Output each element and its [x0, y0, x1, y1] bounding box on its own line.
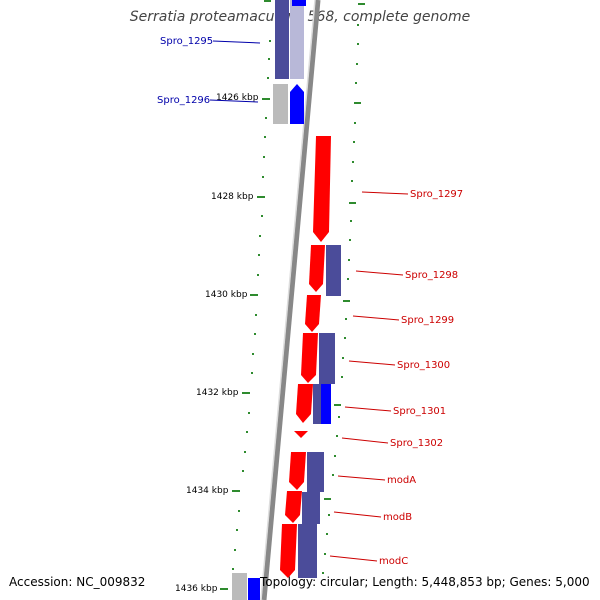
feature-spro-1302[interactable] — [294, 431, 308, 438]
gene-label-spro-1301[interactable]: Spro_1301 — [393, 406, 446, 417]
feature-spro-1296[interactable] — [273, 84, 304, 124]
genome-summary: Topology: circular; Length: 5,448,853 bp… — [260, 575, 590, 589]
gene-label-spro-1297[interactable]: Spro_1297 — [410, 189, 463, 200]
tick-label: 1428 kbp — [211, 192, 254, 202]
tick-label: 1426 kbp — [216, 93, 259, 103]
feature-spro-1301[interactable] — [296, 384, 331, 424]
feature-spro-1297[interactable] — [313, 136, 331, 242]
tick-label: 1432 kbp — [196, 388, 239, 398]
feature-spro-1298[interactable] — [309, 245, 341, 296]
gene-label-spro-1300[interactable]: Spro_1300 — [397, 360, 450, 371]
gene-label-modc[interactable]: modC — [379, 556, 408, 567]
feature-modc[interactable] — [280, 524, 317, 578]
outer-tick-ring — [322, 24, 359, 574]
gene-label-spro-1302[interactable]: Spro_1302 — [390, 438, 443, 449]
tick-label: 1430 kbp — [205, 290, 248, 300]
genome-backbone-highlight — [260, 0, 316, 600]
feature-moda[interactable] — [289, 452, 324, 492]
genome-backbone — [261, 0, 321, 600]
feature-next — [232, 573, 260, 600]
gene-label-modb[interactable]: modB — [383, 512, 412, 523]
gene-label-spro-1298[interactable]: Spro_1298 — [405, 270, 458, 281]
feature-modb[interactable] — [285, 491, 320, 524]
gene-label-moda[interactable]: modA — [387, 475, 416, 486]
inner-tick-ring — [232, 40, 271, 570]
gene-label-spro-1299[interactable]: Spro_1299 — [401, 315, 454, 326]
feature-spro-1300[interactable] — [301, 333, 335, 384]
tick-label: 1434 kbp — [186, 486, 229, 496]
leader-lines — [209, 40, 409, 562]
gene-label-spro-1296[interactable]: Spro_1296 — [157, 95, 210, 106]
feature-spro-1295[interactable] — [275, 0, 311, 79]
feature-spro-1299[interactable] — [305, 295, 321, 332]
major-ticks — [220, 0, 365, 590]
gene-label-spro-1295[interactable]: Spro_1295 — [160, 36, 213, 47]
tick-label: 1436 kbp — [175, 584, 218, 594]
accession-label: Accession: NC_009832 — [9, 575, 146, 589]
